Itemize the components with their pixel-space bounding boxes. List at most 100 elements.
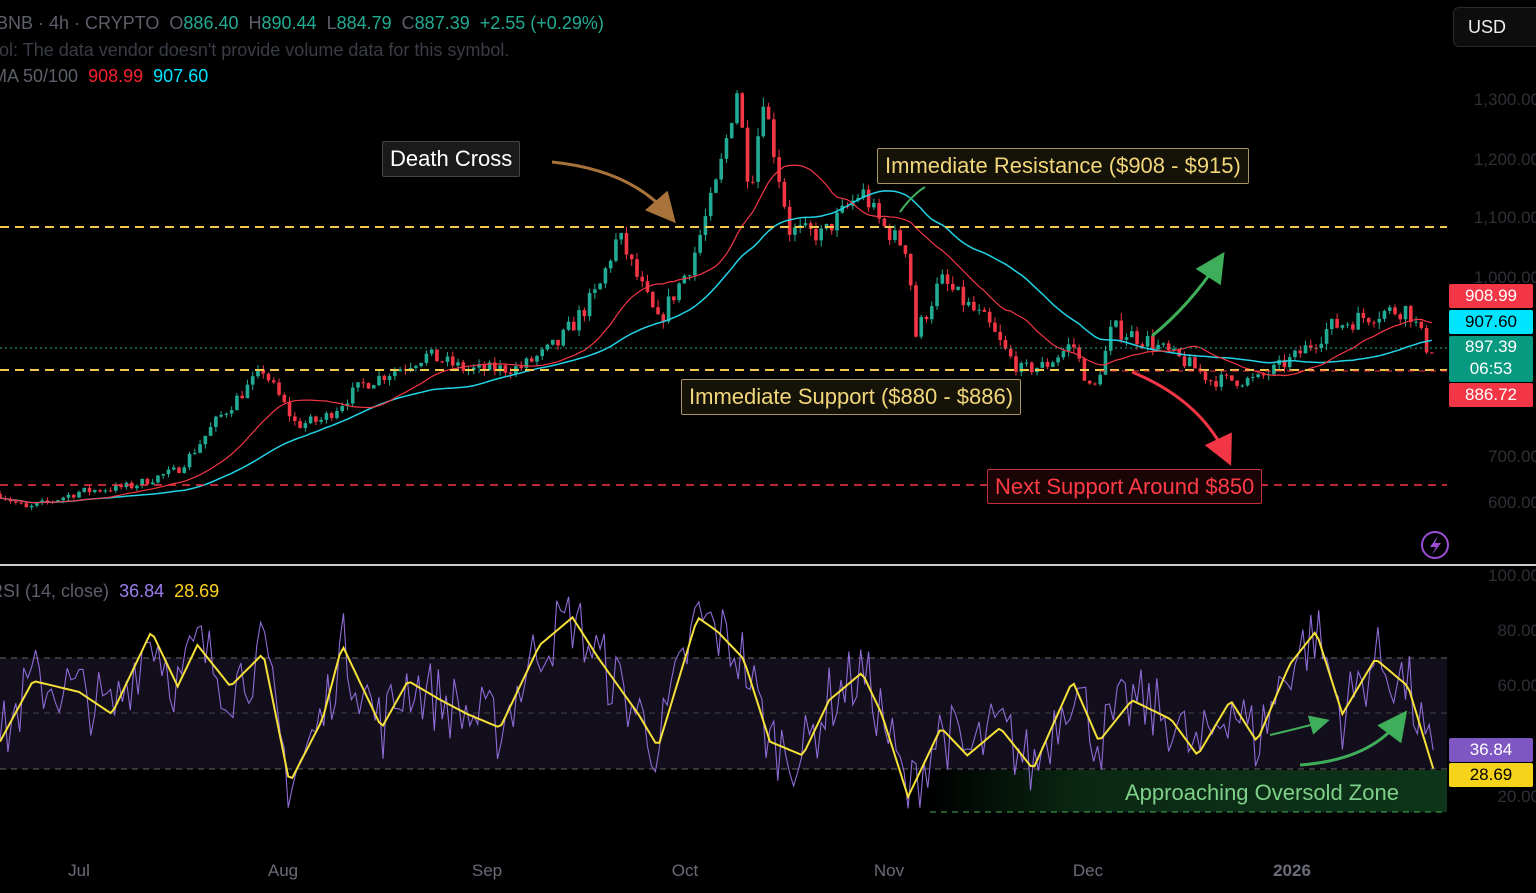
candle [1203,371,1208,381]
candle [940,274,945,284]
death-cross-label[interactable]: Death Cross [382,141,521,177]
candle [361,382,366,384]
lightning-icon[interactable] [1421,531,1449,559]
price-axis-label: 700.00 [1488,447,1536,466]
candle [561,329,566,346]
lightning-glyph [1430,536,1441,555]
rsi-legend[interactable]: RSI (14, close) 36.84 28.69 [0,581,219,602]
candle [282,394,287,403]
ma50-price-tag: 908.99 [1449,284,1533,308]
candle [140,478,144,486]
candle [1240,385,1245,387]
last-price: 897.39 [1465,337,1517,356]
candle [0,493,2,499]
candle [1393,307,1397,315]
candle [650,291,655,308]
ma-legend[interactable]: MA 50/100 908.99 907.60 [0,66,208,87]
candle [340,406,344,412]
support-label[interactable]: Immediate Support ($880 - $886) [681,379,1022,415]
candle [882,218,887,227]
candle [703,216,708,235]
candle [961,286,966,306]
candle [998,331,1002,340]
rsi-axis-label: 60.00 [1497,676,1536,695]
candle [345,403,350,407]
candle [956,286,960,290]
candle [1424,328,1429,353]
candle [629,254,634,260]
candle [250,376,255,385]
candle [408,367,413,370]
candle [35,503,39,506]
candle [103,490,108,492]
oversold-arrow [1299,710,1408,767]
candle [872,203,876,208]
candle [398,369,402,372]
candle [977,309,981,311]
candle [1419,321,1424,329]
candle [814,228,818,241]
candle [14,501,18,503]
candle [535,356,539,362]
candle [577,310,581,331]
candle [1330,318,1334,330]
candle [508,372,513,374]
candle [1340,325,1345,328]
candle [877,203,881,219]
candle [24,503,29,508]
rsi-tag: 36.84 [1449,738,1533,762]
candle [1377,318,1382,323]
candle [29,505,34,508]
candle [482,364,487,371]
candle [1119,320,1124,340]
rsi-value: 36.84 [119,581,165,601]
candle [271,380,276,383]
candle [56,500,60,502]
candle [1008,348,1013,357]
candle [1230,375,1234,381]
rsi-ma-line [0,615,1435,800]
candle [1072,344,1076,348]
ma100-line [0,190,1432,504]
candle [666,296,671,322]
candle [519,366,523,368]
candle [582,310,587,317]
candle [382,375,387,381]
candle [729,123,734,139]
next-support-label[interactable]: Next Support Around $850 [987,469,1263,504]
candle [556,339,560,346]
candle [777,157,781,182]
rsi-axis-label: 80.00 [1497,621,1536,640]
price-axis-label: 600.00 [1488,493,1536,512]
candle [766,106,771,120]
candle [1293,350,1297,358]
low-label: L [326,13,337,33]
candle [198,444,202,453]
candle [793,227,797,235]
resistance-label[interactable]: Immediate Resistance ($908 - $915) [877,148,1249,184]
candle [366,383,371,389]
candle [566,321,571,330]
oversold-label[interactable]: Approaching Oversold Zone [1125,780,1399,805]
bar-countdown: 06:53 [1469,359,1513,378]
candle [356,382,360,388]
currency-button[interactable]: USD [1453,7,1536,47]
candle [1272,364,1276,375]
candle [1287,357,1292,368]
symbol-legend[interactable]: BNB · 4h · CRYPTO O886.40 H890.44 L884.7… [0,13,604,34]
candle [393,371,397,377]
candle [303,423,308,428]
candle [529,358,534,362]
candle [966,301,971,306]
candle [350,387,355,404]
rsi-group [0,596,1435,809]
candle [782,181,787,207]
candle [714,179,718,193]
candle [277,382,281,395]
candle [108,490,113,492]
candle [1156,344,1160,350]
candle [1251,377,1255,379]
candle [45,500,50,502]
candle [572,321,576,331]
